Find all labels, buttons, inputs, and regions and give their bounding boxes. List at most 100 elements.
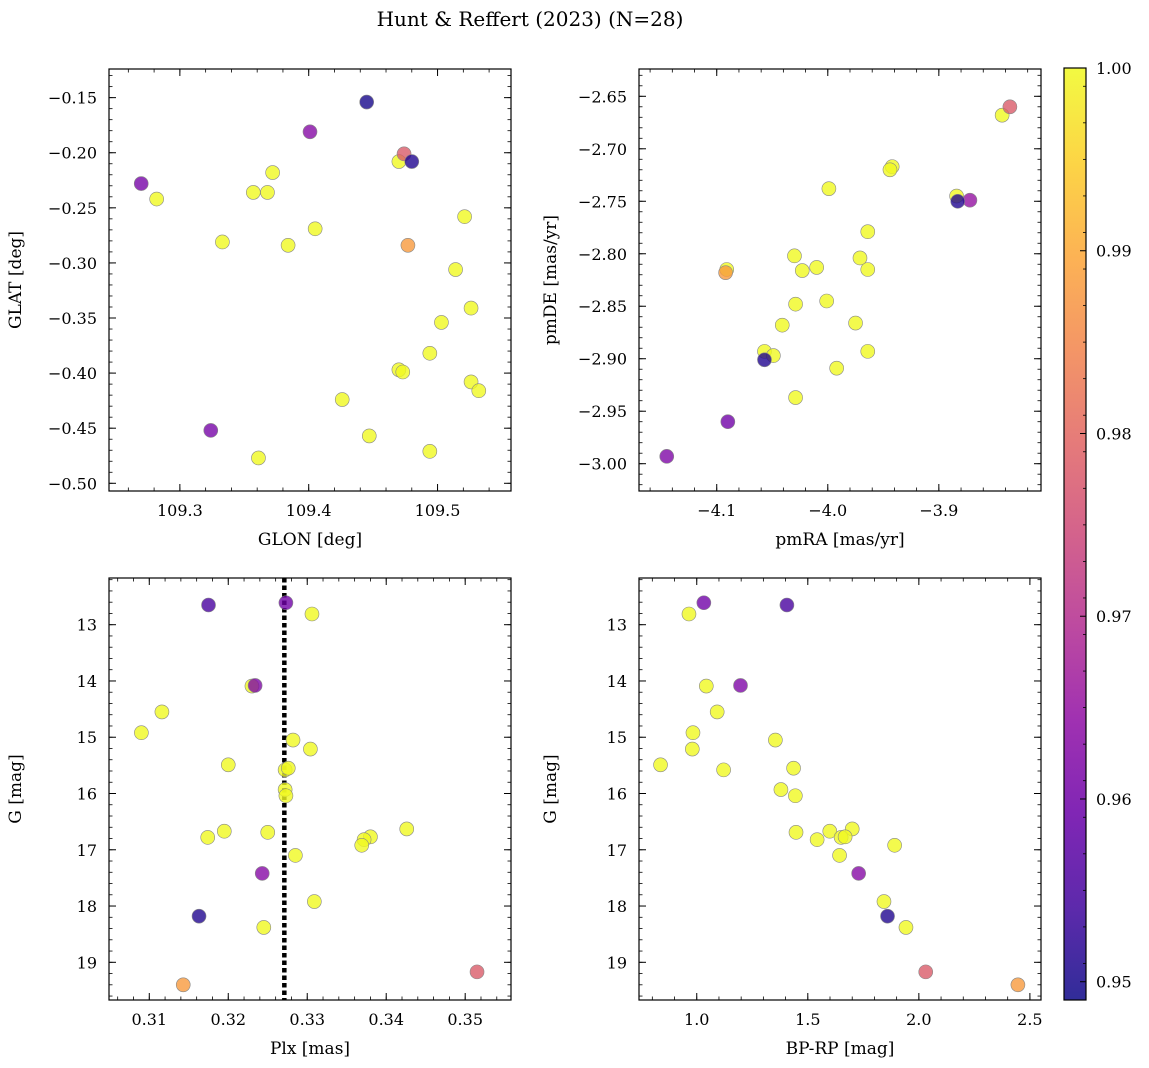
x-tick-label: 2.0	[906, 1010, 931, 1029]
data-point	[860, 344, 876, 359]
y-tick-label: −0.20	[48, 144, 97, 163]
data-point	[794, 263, 810, 278]
data-point	[288, 848, 303, 863]
data-point	[757, 352, 772, 368]
data-point	[304, 606, 320, 622]
data-point	[247, 678, 263, 693]
colorbar-tick-label: 0.98	[1096, 424, 1132, 443]
data-point	[788, 390, 803, 405]
data-point	[786, 760, 801, 776]
x-tick-label: −3.9	[919, 501, 958, 520]
y-tick-label: 19	[77, 953, 97, 972]
x-tick-label: 0.35	[447, 1010, 483, 1029]
y-tick-label: −0.35	[48, 309, 97, 328]
data-point	[851, 866, 866, 881]
y-tick-label: −2.75	[578, 192, 627, 211]
axes-frame	[108, 577, 512, 1001]
data-point	[400, 237, 416, 253]
data-point	[354, 837, 370, 853]
data-point	[422, 444, 438, 459]
y-tick-label: 14	[77, 672, 97, 691]
data-point	[154, 704, 170, 720]
colorbar: 0.95 0.96 0.97 0.98 0.99 1.00	[1063, 59, 1132, 1001]
panel-glon-glat: 109.3 109.4 109.5 −0.15 −0.20 −0.25 −0.30 −0.35…	[6, 68, 512, 550]
panel-bprp-g: 1.0 1.5 2.0 2.5 13 14 15 16 17 18 19 BP-RP [mag] G […	[541, 577, 1043, 1059]
data-point	[696, 595, 712, 611]
y-tick-label: 18	[77, 897, 97, 916]
data-point	[278, 788, 294, 804]
y-tick-label: 13	[607, 616, 627, 635]
data-point	[215, 234, 230, 250]
data-point	[457, 209, 472, 224]
data-point	[720, 414, 736, 430]
colorbar-tick-label: 0.95	[1096, 973, 1132, 992]
data-point	[950, 193, 966, 209]
y-tick-label: 17	[77, 841, 97, 860]
data-point	[422, 345, 438, 361]
data-point	[149, 191, 164, 207]
panel-pmra-pmde: −4.1 −4.0 −3.9 −2.65 −2.70 −2.75 −2.80 −2.85 −2.…	[541, 68, 1042, 550]
data-point	[280, 237, 296, 253]
data-point	[852, 250, 868, 266]
y-axis-label: GLAT [deg]	[6, 231, 26, 329]
y-axis-label: G [mag]	[6, 754, 26, 823]
data-point	[685, 741, 700, 757]
data-point	[809, 832, 825, 847]
data-point	[698, 678, 714, 694]
data-point	[821, 181, 837, 196]
data-point	[399, 821, 415, 837]
x-axis-label: Plx [mas]	[270, 1039, 350, 1059]
data-point	[220, 757, 236, 773]
data-point	[285, 732, 301, 748]
y-tick-label: 16	[77, 785, 97, 804]
axes-frame	[638, 577, 1042, 1001]
data-point	[200, 830, 216, 845]
data-point	[779, 597, 795, 613]
data-point	[733, 678, 748, 693]
y-tick-label: −0.40	[48, 364, 97, 383]
data-point	[681, 606, 697, 622]
axes-frame	[108, 68, 512, 492]
data-point	[787, 248, 802, 264]
y-tick-label: 17	[607, 841, 627, 860]
y-tick-label: −0.15	[48, 89, 97, 108]
data-point	[303, 741, 318, 757]
x-tick-label: 109.4	[286, 501, 332, 520]
y-tick-label: 15	[77, 728, 97, 747]
y-tick-label: −2.90	[578, 350, 627, 369]
data-point	[434, 315, 449, 330]
data-point	[254, 866, 270, 881]
y-tick-label: 14	[607, 672, 627, 691]
data-point	[1002, 99, 1018, 115]
data-point	[278, 595, 294, 611]
y-tick-label: 19	[607, 953, 627, 972]
data-point	[876, 894, 892, 909]
data-point	[246, 185, 261, 200]
x-tick-label: 0.34	[368, 1010, 404, 1029]
y-tick-label: −2.85	[578, 297, 627, 316]
data-point	[773, 782, 789, 797]
data-point	[463, 300, 479, 316]
data-point	[175, 977, 191, 993]
data-point	[716, 762, 731, 778]
y-tick-label: 15	[607, 728, 627, 747]
data-point	[201, 597, 216, 613]
data-point	[260, 185, 275, 200]
data-point	[302, 124, 318, 140]
data-point	[133, 176, 149, 191]
colorbar-tick-label: 0.96	[1096, 790, 1132, 809]
x-tick-label: 0.33	[289, 1010, 325, 1029]
y-tick-label: −0.45	[48, 419, 97, 438]
data-point	[334, 392, 350, 407]
data-point	[395, 364, 411, 380]
colorbar-tick-label: 1.00	[1096, 59, 1132, 78]
data-point	[918, 964, 934, 980]
data-point	[768, 732, 783, 748]
data-point	[307, 221, 323, 237]
x-tick-label: 0.32	[210, 1010, 246, 1029]
data-point	[404, 154, 420, 169]
data-point	[718, 265, 733, 280]
colorbar-gradient	[1064, 68, 1086, 1000]
data-point	[471, 383, 487, 399]
y-tick-label: −2.70	[578, 140, 627, 159]
